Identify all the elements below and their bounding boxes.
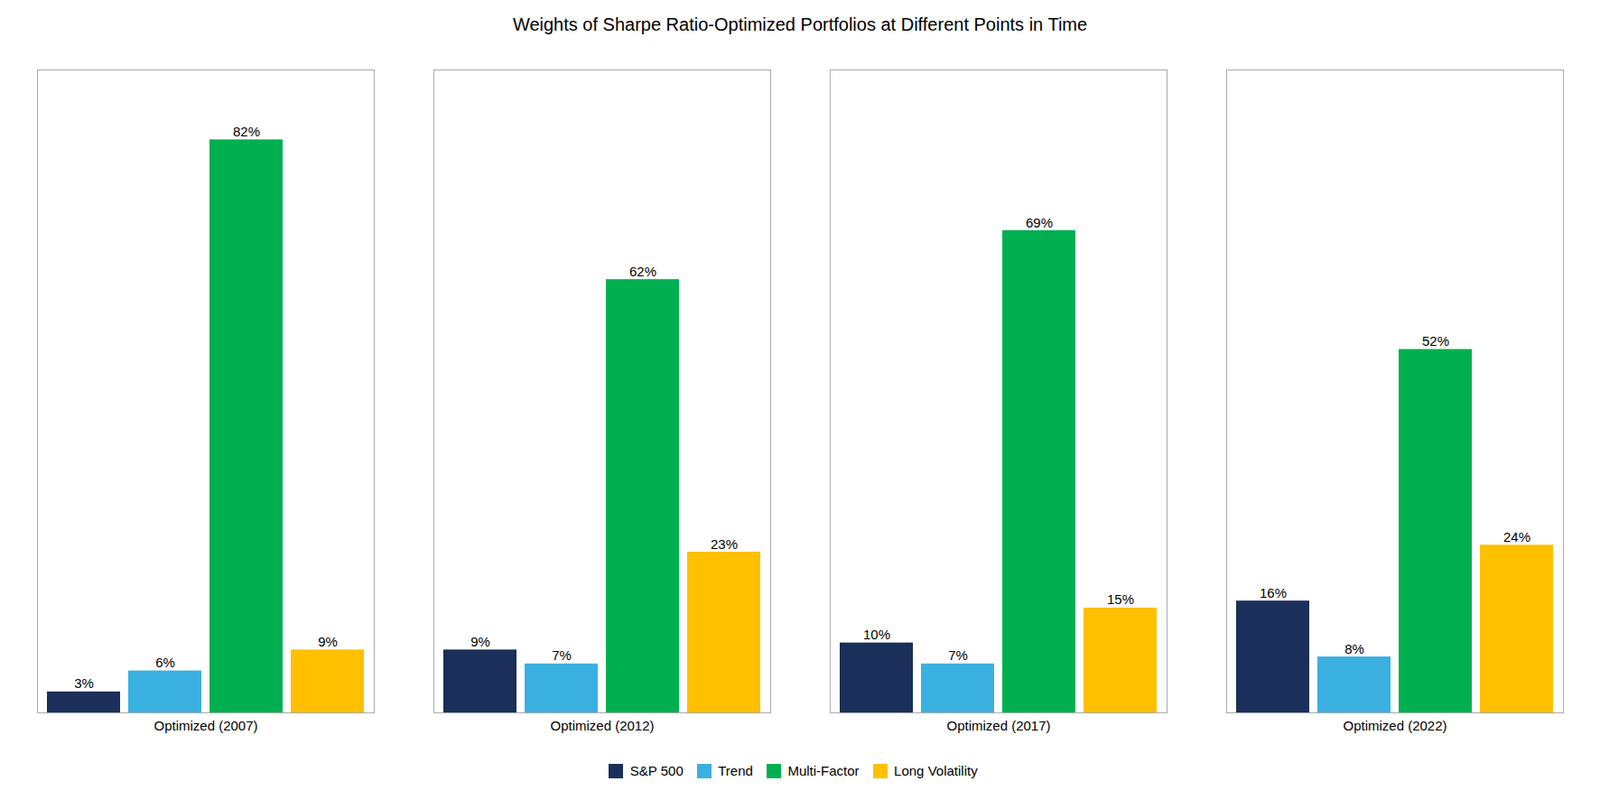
svg-text:Optimized (2022): Optimized (2022)	[1342, 717, 1447, 734]
svg-text:52%: 52%	[1422, 333, 1450, 349]
svg-text:15%: 15%	[1106, 591, 1135, 607]
svg-text:6%: 6%	[155, 654, 176, 670]
svg-text:9%: 9%	[470, 633, 491, 650]
html-text:S&P 500: S&P 500	[630, 762, 684, 779]
svg-text:7%: 7%	[948, 647, 968, 663]
svg-text:23%: 23%	[710, 536, 738, 552]
svg-text:9%: 9%	[317, 633, 338, 650]
html-text:Trend: Trend	[718, 762, 753, 779]
svg-text:16%: 16%	[1259, 585, 1287, 601]
html-text:Multi-Factor: Multi-Factor	[787, 762, 860, 779]
svg-text:24%: 24%	[1503, 529, 1531, 545]
svg-text:Optimized (2012): Optimized (2012)	[549, 717, 654, 734]
html-text:Long Volatility: Long Volatility	[893, 762, 978, 779]
svg-text:7%: 7%	[551, 647, 572, 663]
svg-text:3%: 3%	[74, 675, 94, 691]
svg-text:Optimized (2017): Optimized (2017)	[946, 717, 1051, 734]
html-text:Weights of Sharpe Ratio-Optimi: Weights of Sharpe Ratio-Optimized Portfo…	[512, 14, 1088, 35]
svg-text:Optimized (2007): Optimized (2007)	[153, 717, 258, 734]
svg-text:10%: 10%	[863, 626, 891, 642]
svg-text:82%: 82%	[232, 123, 261, 140]
svg-text:62%: 62%	[629, 263, 657, 280]
svg-text:69%: 69%	[1025, 214, 1053, 231]
svg-text:8%: 8%	[1344, 641, 1365, 657]
